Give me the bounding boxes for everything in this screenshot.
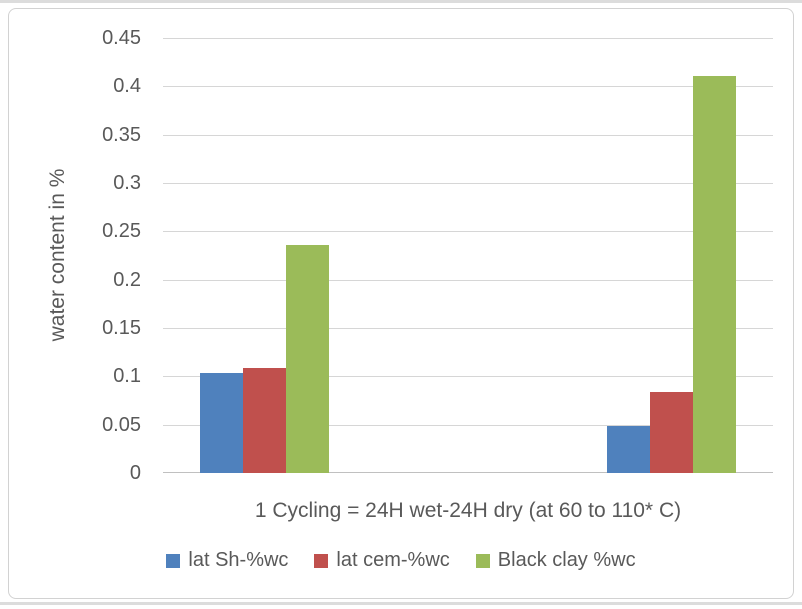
legend-label: lat cem-%wc: [336, 549, 450, 571]
bar-series3-group2: [692, 75, 736, 473]
legend-item: lat Sh-%wc: [166, 549, 288, 572]
bar-series3-group1: [286, 244, 330, 473]
y-tick-label: 0.45: [102, 27, 141, 49]
legend-swatch-icon: [166, 553, 181, 568]
y-gridline: [163, 38, 773, 39]
x-axis-line: [163, 472, 773, 473]
legend-item: Black clay %wc: [475, 549, 636, 572]
y-gridline: [163, 134, 773, 136]
bar-series1-group2: [606, 425, 650, 473]
legend-swatch-icon: [475, 553, 490, 568]
y-gridline: [163, 183, 773, 184]
legend: lat Sh-%wc lat cem-%wc Black clay %wc: [9, 549, 793, 572]
y-tick-label: 0.25: [102, 220, 141, 243]
bar-series2-group2: [649, 391, 693, 473]
chart-frame: water content in % 1 Cycling = 24H wet-2…: [8, 8, 794, 599]
legend-item: lat cem-%wc: [314, 549, 450, 572]
y-tick-label: 0.4: [113, 75, 141, 98]
y-tick-label: 0.3: [113, 172, 141, 194]
bar-series2-group1: [243, 367, 287, 473]
legend-swatch-icon: [314, 553, 329, 568]
y-tick-label: 0.15: [102, 317, 141, 339]
legend-label: Black clay %wc: [497, 549, 636, 571]
y-tick-label: 0.35: [102, 123, 141, 146]
y-gridline: [163, 279, 773, 281]
bar-series1-group1: [200, 373, 244, 473]
y-gridline: [163, 231, 773, 233]
y-gridline: [163, 328, 773, 329]
legend-label: lat Sh-%wc: [188, 549, 289, 571]
y-gridline: [163, 86, 773, 88]
y-axis-title: water content in %: [46, 168, 69, 342]
y-gridline: [163, 424, 773, 426]
y-tick-label: 0.05: [102, 413, 141, 436]
y-tick-label: 0.1: [113, 365, 141, 388]
y-gridline: [163, 376, 773, 378]
y-tick-label: 0.2: [113, 268, 141, 291]
x-axis-title: 1 Cycling = 24H wet-24H dry (at 60 to 11…: [254, 499, 682, 522]
y-tick-label: 0: [129, 462, 141, 484]
plot-area: [163, 38, 773, 473]
